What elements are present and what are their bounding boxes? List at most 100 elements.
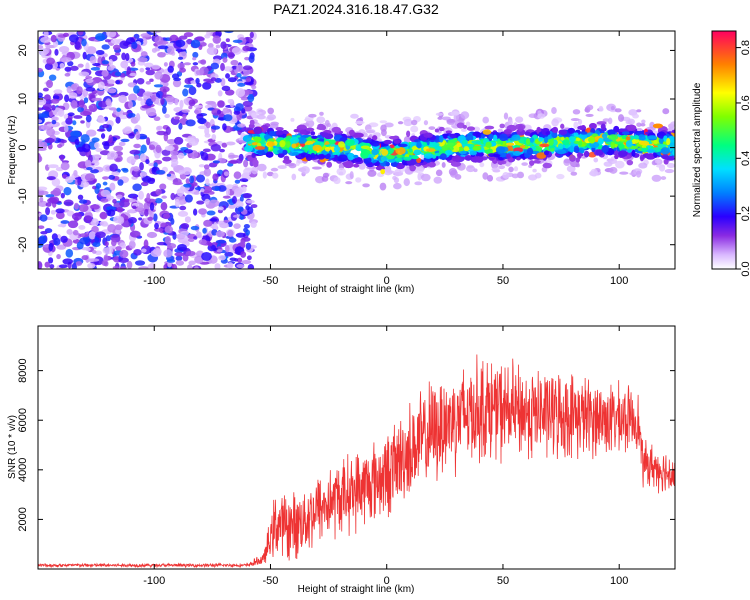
signal-cell bbox=[258, 150, 263, 155]
signal-cell bbox=[279, 140, 286, 148]
noise-cell bbox=[140, 51, 148, 58]
signal-cell bbox=[445, 130, 453, 134]
noise-cell bbox=[148, 144, 156, 151]
noise-cell bbox=[202, 227, 207, 234]
noise-cell bbox=[170, 217, 175, 225]
signal-cell bbox=[578, 140, 583, 147]
signal-cell bbox=[631, 149, 636, 157]
noise-cell bbox=[85, 247, 91, 252]
signal-cell bbox=[526, 147, 534, 156]
halo-cell bbox=[617, 114, 625, 122]
halo-cell bbox=[503, 112, 509, 120]
noise-cell bbox=[84, 173, 96, 182]
noise-cell bbox=[155, 188, 162, 196]
noise-cell bbox=[203, 219, 213, 227]
signal-cell bbox=[321, 132, 330, 138]
noise-cell bbox=[38, 235, 47, 244]
snr-series-line bbox=[38, 354, 675, 569]
noise-cell bbox=[208, 199, 220, 208]
signal-cell bbox=[519, 145, 526, 149]
signal-cell bbox=[385, 155, 395, 160]
noise-cell bbox=[107, 88, 117, 94]
noise-cell bbox=[88, 105, 94, 111]
noise-cell bbox=[175, 39, 186, 48]
noise-cell bbox=[64, 72, 71, 77]
noise-cell bbox=[162, 105, 167, 114]
halo-cell bbox=[345, 181, 353, 185]
halo-cell bbox=[502, 171, 510, 179]
noise-cell bbox=[46, 176, 56, 181]
noise-cell bbox=[135, 113, 141, 122]
halo-cell bbox=[428, 126, 436, 130]
noise-cell bbox=[227, 262, 234, 269]
noise-cell bbox=[189, 175, 195, 184]
signal-cell bbox=[439, 153, 447, 160]
noise-cell bbox=[128, 240, 136, 249]
noise-cell bbox=[232, 39, 243, 44]
noise-cell bbox=[126, 66, 131, 75]
noise-cell bbox=[128, 93, 138, 102]
signal-cell bbox=[512, 150, 522, 156]
noise-cell bbox=[120, 138, 130, 143]
noise-cell bbox=[132, 183, 142, 192]
noise-cell bbox=[133, 249, 142, 256]
noise-cell bbox=[75, 261, 83, 266]
halo-cell bbox=[350, 113, 359, 119]
noise-cell bbox=[78, 71, 90, 77]
noise-cell bbox=[90, 67, 101, 71]
noise-cell bbox=[203, 164, 210, 170]
noise-cell bbox=[194, 255, 204, 264]
halo-cell bbox=[654, 159, 661, 164]
signal-cell bbox=[353, 154, 359, 159]
noise-cell bbox=[83, 215, 93, 224]
signal-cell bbox=[252, 160, 259, 168]
noise-cell bbox=[115, 246, 122, 251]
halo-cell bbox=[614, 108, 622, 113]
halo-cell bbox=[333, 177, 341, 185]
signal-cell bbox=[485, 141, 492, 148]
noise-cell bbox=[81, 38, 87, 47]
noise-cell bbox=[100, 198, 109, 203]
signal-cell bbox=[326, 153, 331, 159]
noise-cell bbox=[44, 261, 50, 268]
signal-cell bbox=[253, 136, 262, 143]
signal-cell bbox=[409, 164, 416, 172]
noise-cell bbox=[193, 191, 200, 195]
noise-cell bbox=[83, 97, 89, 104]
noise-cell bbox=[151, 47, 158, 53]
noise-cell bbox=[64, 125, 69, 133]
noise-cell bbox=[242, 65, 253, 71]
noise-cell bbox=[127, 82, 137, 88]
noise-cell bbox=[46, 128, 56, 137]
noise-cell bbox=[160, 202, 168, 211]
signal-cell bbox=[492, 153, 501, 158]
noise-cell bbox=[236, 123, 246, 128]
halo-cell bbox=[355, 120, 365, 125]
noise-cell bbox=[223, 114, 233, 122]
noise-cell bbox=[176, 188, 184, 197]
signal-cell bbox=[289, 137, 300, 144]
halo-cell bbox=[322, 172, 330, 178]
noise-cell bbox=[38, 44, 44, 50]
halo-cell bbox=[379, 182, 387, 191]
noise-cell bbox=[227, 229, 234, 237]
signal-cell bbox=[618, 128, 629, 133]
noise-cell bbox=[121, 52, 127, 61]
noise-cell bbox=[185, 178, 190, 185]
signal-cell bbox=[536, 152, 547, 159]
noise-cell bbox=[228, 154, 239, 158]
signal-cell bbox=[600, 123, 606, 131]
noise-cell bbox=[46, 57, 55, 65]
noise-cell bbox=[179, 205, 187, 211]
noise-cell bbox=[174, 252, 185, 257]
signal-cell bbox=[484, 125, 495, 130]
spectrogram-x-tick-label: 0 bbox=[384, 275, 390, 287]
snr-y-tick-label: 2000 bbox=[17, 507, 29, 531]
noise-cell bbox=[63, 187, 72, 196]
noise-cell bbox=[107, 65, 115, 71]
halo-cell bbox=[515, 116, 524, 123]
snr-x-tick-label: -100 bbox=[143, 575, 165, 587]
noise-cell bbox=[146, 137, 151, 146]
noise-cell bbox=[66, 85, 72, 94]
noise-cell bbox=[45, 207, 51, 216]
